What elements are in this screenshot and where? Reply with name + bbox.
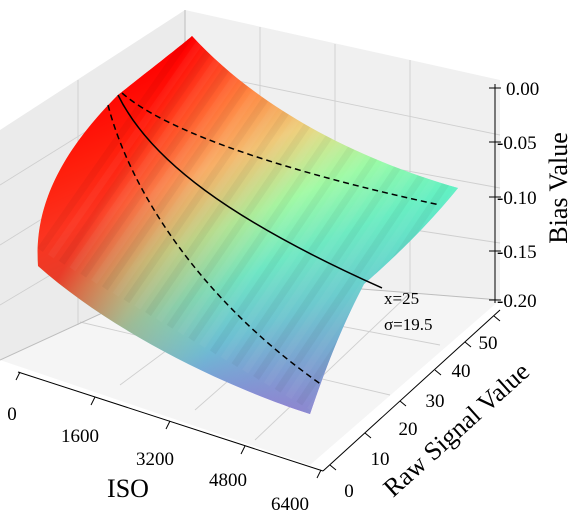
surface-shading <box>37 36 459 412</box>
surface-band <box>274 165 431 393</box>
surface-band <box>123 81 280 304</box>
y-tick-4: 40 <box>452 361 471 382</box>
surface-band <box>69 51 226 272</box>
surface-band <box>47 38 204 259</box>
curves <box>107 92 441 386</box>
z-tick-1: -0.05 <box>497 133 537 154</box>
z-axis: 0.00 -0.05 -0.10 -0.15 -0.20 Bias Value <box>489 79 573 312</box>
z-axis-title: Bias Value <box>544 132 573 243</box>
surface-band <box>134 87 291 310</box>
y-tick-1: 10 <box>371 449 390 470</box>
surface-band <box>253 153 409 380</box>
surface-band <box>112 75 269 297</box>
z-tick-2: -0.10 <box>497 188 537 209</box>
y-tick-3: 30 <box>426 391 445 412</box>
y-tick-0: 0 <box>344 481 354 502</box>
y-tick-2: 20 <box>399 419 418 440</box>
surface-band <box>263 159 420 387</box>
surface-band <box>242 147 399 374</box>
surface-band <box>101 69 258 291</box>
x-tick-3: 4800 <box>209 470 247 491</box>
bias-surface <box>37 36 459 414</box>
curve-sigma-upper-dashed <box>121 92 441 206</box>
x-tick-1: 1600 <box>61 426 99 447</box>
curve-x25-solid <box>117 94 383 289</box>
z-tick-4: -0.20 <box>497 291 537 312</box>
surface-band <box>80 57 237 278</box>
x-axis-title: ISO <box>107 474 149 503</box>
x-axis: 0 1600 3200 4800 6400 ISO <box>7 371 324 515</box>
surface-band <box>91 63 247 284</box>
y-tick-5: 50 <box>479 333 498 354</box>
annotation-sigma: σ=19.5 <box>384 315 433 334</box>
surface-band <box>58 45 215 265</box>
x-tick-2: 3200 <box>136 449 174 470</box>
curve-sigma-lower-dashed <box>107 104 323 386</box>
z-tick-3: -0.15 <box>497 242 537 263</box>
surface-band <box>145 93 301 316</box>
surface-band <box>285 171 442 400</box>
x-tick-0: 0 <box>7 404 17 425</box>
annotation-x25: x=25 <box>384 289 419 308</box>
surface-band <box>37 36 193 253</box>
x-tick-4: 6400 <box>271 494 309 515</box>
z-tick-0: 0.00 <box>506 79 539 100</box>
